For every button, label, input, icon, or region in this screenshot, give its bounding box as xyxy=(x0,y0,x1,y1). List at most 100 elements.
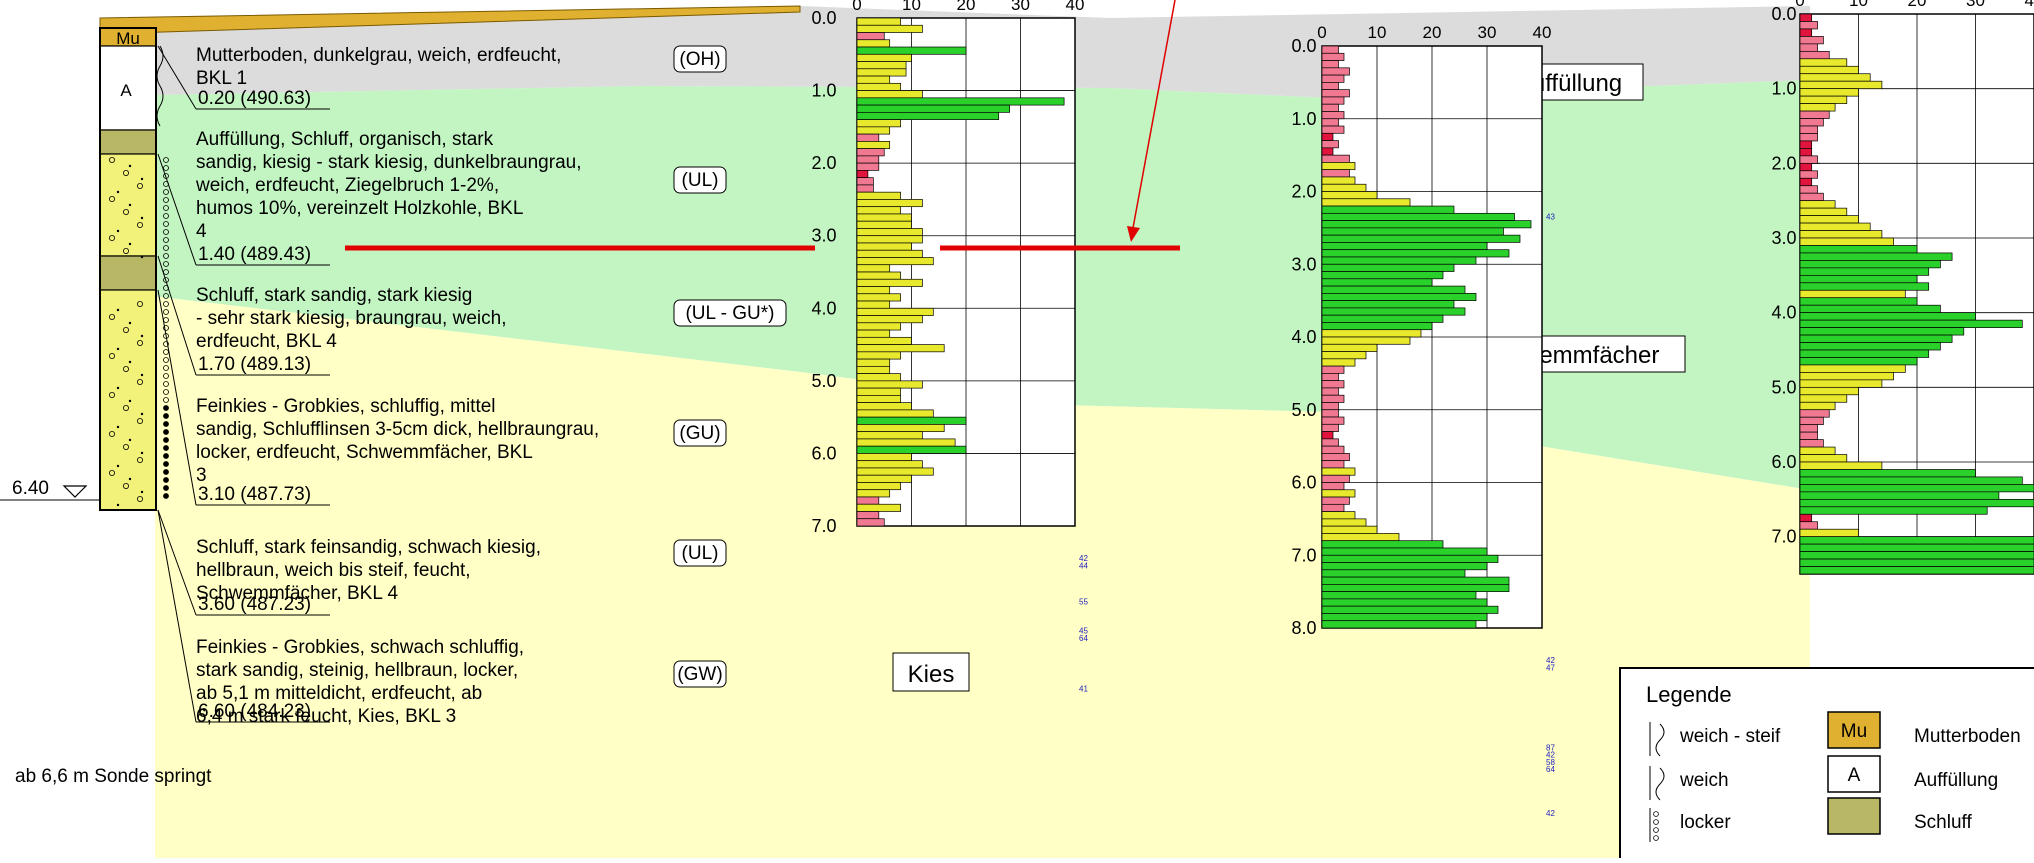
y-tick-label: 3.0 xyxy=(1771,228,1796,248)
sounding-bar xyxy=(1321,511,1356,520)
sounding-bar xyxy=(1799,185,1818,194)
density-mark xyxy=(163,429,169,435)
layer-text-line: stark sandig, steinig, hellbraun, locker… xyxy=(196,660,518,681)
density-mark xyxy=(163,253,169,259)
overflow-value: 87 xyxy=(1546,743,1555,752)
sand-dot xyxy=(128,164,132,168)
sounding-bar xyxy=(1321,67,1350,76)
y-tick-label: 4.0 xyxy=(1771,303,1796,323)
sounding-bar xyxy=(856,431,923,440)
overflow-value: 42 xyxy=(1546,751,1555,760)
y-tick-label: 7.0 xyxy=(1771,527,1796,547)
sounding-bar xyxy=(1321,322,1433,331)
sounding-bar xyxy=(856,395,901,403)
layer-text-line: Feinkies - Grobkies, schluffig, mittel xyxy=(196,396,496,417)
sounding-bar xyxy=(856,206,901,215)
sounding-bar xyxy=(856,264,891,273)
overflow-value: 47 xyxy=(1546,663,1555,672)
soil-label-mu: Mu xyxy=(116,29,140,48)
sounding-bar xyxy=(856,104,1010,113)
sounding-bar xyxy=(1321,220,1532,229)
gravel-mark xyxy=(123,404,130,411)
sounding-bar xyxy=(1799,50,1830,60)
gravel-mark xyxy=(123,247,130,254)
overflow-value: 43 xyxy=(1546,212,1555,221)
sounding-bar xyxy=(1321,285,1466,294)
density-mark xyxy=(163,197,169,203)
sounding-bar xyxy=(1321,307,1466,316)
legend: Legende weich - steif weich locker Mu Mutterb… xyxy=(1619,667,2034,863)
y-tick-label: 5.0 xyxy=(1771,377,1796,397)
sounding-bar xyxy=(856,24,923,33)
sounding-bar xyxy=(1799,372,1894,381)
sounding-bar xyxy=(856,177,874,186)
sounding-bar xyxy=(1321,547,1488,556)
sounding-bar xyxy=(1321,278,1433,287)
sounding-bar xyxy=(1799,133,1818,142)
sounding-bar xyxy=(856,90,923,99)
log-band-gravel-1 xyxy=(99,153,157,257)
gravel-mark xyxy=(109,313,116,320)
gravel-mark xyxy=(136,300,143,307)
soil-class-box xyxy=(673,660,727,688)
sounding-bar xyxy=(856,409,934,418)
sounding-bar xyxy=(1321,431,1334,440)
sounding-bar xyxy=(856,162,880,171)
legend-label: weich xyxy=(1679,770,1729,791)
sounding-bar xyxy=(1321,89,1350,98)
sounding-bar xyxy=(1321,154,1350,163)
sounding-bar xyxy=(1799,148,1813,157)
density-mark xyxy=(163,221,169,227)
sounding-bar xyxy=(1799,13,1813,22)
sounding-bar xyxy=(1321,147,1334,156)
sounding-bar xyxy=(856,424,945,433)
legend-material-label: Schluff xyxy=(1914,812,1972,833)
sounding-bar xyxy=(1799,439,1824,448)
sounding-bar xyxy=(1799,536,2034,545)
boring-log: Mu A 6.40 ab 6,6 m Sonde springt xyxy=(0,27,212,787)
sounding-bar xyxy=(1799,506,1988,515)
sounding-bar xyxy=(1321,460,1345,469)
layer-text-line: Schluff, stark sandig, stark kiesig xyxy=(196,285,472,306)
sounding-bar xyxy=(1799,513,1813,523)
sounding-bar xyxy=(1321,358,1356,367)
locker-mark xyxy=(1653,827,1659,833)
sounding-bar xyxy=(1321,518,1367,527)
sounding-bar xyxy=(1799,282,1930,291)
sounding-bar xyxy=(1799,476,2023,485)
sounding-bar xyxy=(1321,380,1345,389)
sounding-bar xyxy=(1321,314,1444,323)
sounding-bar xyxy=(856,111,1000,120)
sounding-bar xyxy=(1321,205,1455,214)
sounding-bar xyxy=(1799,21,1818,30)
y-tick-label: 6.0 xyxy=(1771,452,1796,472)
x-tick-label: 20 xyxy=(1423,23,1442,42)
sand-dot xyxy=(140,412,144,416)
gravel-mark xyxy=(136,417,143,424)
sand-dot xyxy=(140,451,144,455)
sounding-bar xyxy=(1321,533,1400,542)
locker-mark xyxy=(1653,811,1659,817)
sounding-bar xyxy=(1321,169,1350,178)
sounding-bar xyxy=(1799,118,1824,127)
sounding-bar xyxy=(856,133,880,142)
sounding-bar xyxy=(1321,111,1345,120)
sounding-bar xyxy=(1799,267,1930,276)
density-mark xyxy=(163,421,169,427)
depth-leader xyxy=(157,509,197,616)
sounding-bar xyxy=(1799,207,1848,216)
sounding-bar xyxy=(856,286,891,295)
density-mark xyxy=(163,493,169,499)
x-tick-label: 40 xyxy=(1066,0,1085,14)
density-mark xyxy=(163,165,169,171)
sounding-bar xyxy=(856,351,901,360)
zone-label-kies: Kies xyxy=(908,661,955,688)
legend-swatch xyxy=(1827,711,1881,749)
legend-title: Legende xyxy=(1646,682,1732,707)
layer-text-line: humos 10%, vereinzelt Holzkohle, BKL xyxy=(196,198,523,219)
sounding-bar xyxy=(856,46,967,55)
y-tick-label: 2.0 xyxy=(1291,182,1316,202)
density-mark xyxy=(163,309,169,315)
sounding-bar xyxy=(1799,80,1883,90)
sounding-bar xyxy=(1321,242,1488,251)
